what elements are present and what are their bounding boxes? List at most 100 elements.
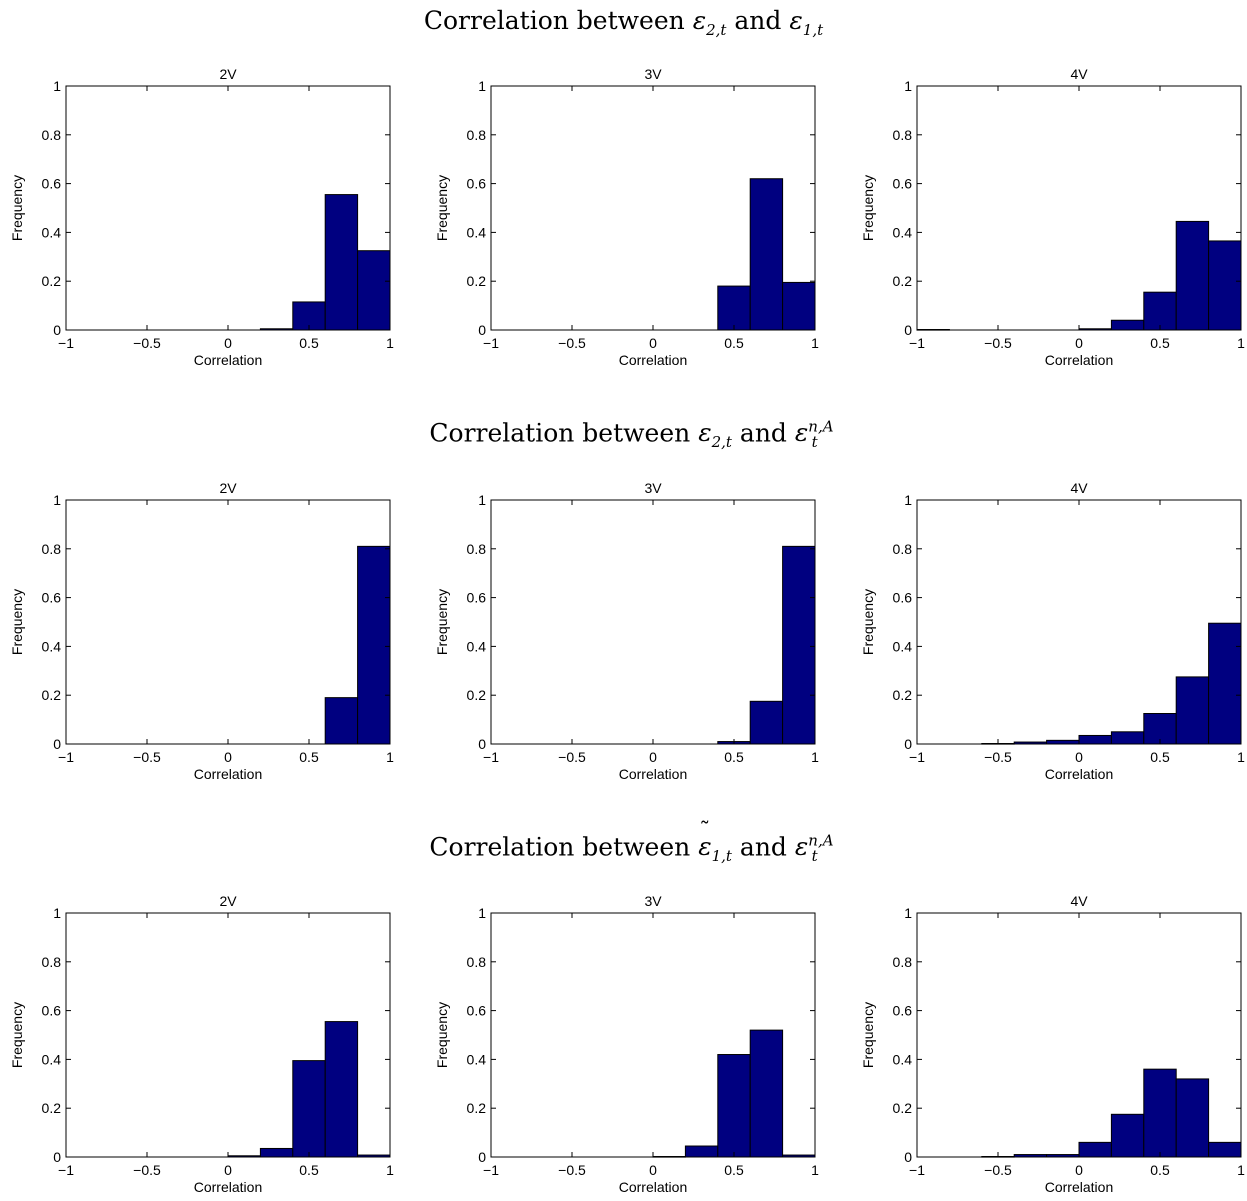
- x-axis-label: Correlation: [194, 766, 262, 782]
- x-tick-label: 0.5: [1150, 1162, 1170, 1178]
- y-tick-label: 0.8: [467, 127, 487, 143]
- title-symbol-a: ε2,t: [692, 6, 727, 39]
- y-tick-label: 0: [904, 322, 912, 338]
- x-axis-label: Correlation: [194, 1179, 262, 1195]
- x-tick-label: 0: [1075, 749, 1083, 765]
- histogram-bar: [782, 545, 816, 745]
- histogram-bar: [1175, 1078, 1210, 1158]
- y-tick-label: 0.4: [893, 1051, 913, 1067]
- subplot-title: 2V: [219, 480, 237, 496]
- x-tick-label: 1: [1237, 1162, 1245, 1178]
- y-tick-label: 0: [53, 736, 61, 752]
- histogram-bar: [1143, 1068, 1177, 1158]
- histogram-bar: [357, 545, 391, 745]
- histogram-panel: −1 −0.5 0 0.5 1 0 0.2 0.4 0.6 0.8 1 3V Correlation Fr…: [434, 66, 819, 368]
- y-tick-label: 0: [478, 1149, 486, 1165]
- x-tick-label: 0.5: [724, 335, 744, 351]
- x-tick-label: −1: [58, 1162, 74, 1178]
- histogram-bar: [717, 285, 751, 331]
- y-tick-label: 0.4: [893, 224, 913, 240]
- y-tick-label: 0: [53, 322, 61, 338]
- x-tick-label: −1: [909, 335, 925, 351]
- x-tick-label: 1: [1237, 749, 1245, 765]
- title-prefix: Correlation between: [423, 6, 693, 35]
- histogram-panel: −1 −0.5 0 0.5 1 0 0.2 0.4 0.6 0.8 1 3V Correlation Fr…: [434, 893, 819, 1195]
- y-tick-label: 0.6: [42, 1003, 62, 1019]
- histogram-bar: [259, 1147, 294, 1158]
- histogram-bar: [1175, 676, 1210, 745]
- histogram-bar: [749, 700, 784, 745]
- histogram-bar: [1208, 240, 1242, 331]
- x-tick-label: 0: [224, 1162, 232, 1178]
- x-tick-label: −1: [58, 335, 74, 351]
- histogram-bar: [749, 178, 784, 331]
- histogram-panel: −1 −0.5 0 0.5 1 0 0.2 0.4 0.6 0.8 1 2V Correlation Fr…: [9, 480, 394, 782]
- y-tick-label: 1: [904, 905, 912, 921]
- y-axis-label: Frequency: [434, 1002, 450, 1068]
- subplot-title: 3V: [644, 480, 662, 496]
- tilde-accent: ˜: [699, 819, 711, 845]
- y-tick-label: 0.8: [467, 954, 487, 970]
- y-tick-label: 0.4: [467, 224, 487, 240]
- y-tick-label: 0.2: [42, 1100, 62, 1116]
- x-axis-label: Correlation: [1045, 766, 1113, 782]
- y-tick-label: 1: [478, 492, 486, 508]
- x-tick-label: 1: [811, 335, 819, 351]
- y-tick-label: 1: [53, 78, 61, 94]
- subplot-title: 2V: [219, 893, 237, 909]
- histogram-bar: [1078, 1141, 1112, 1158]
- y-tick-label: 0.4: [42, 1051, 62, 1067]
- subplot-title: 2V: [219, 66, 237, 82]
- subplot-title: 4V: [1070, 893, 1088, 909]
- x-tick-label: 0: [224, 749, 232, 765]
- y-tick-label: 0.2: [893, 273, 913, 289]
- y-axis-label: Frequency: [9, 589, 25, 655]
- y-tick-label: 0.2: [467, 273, 487, 289]
- x-tick-label: −0.5: [984, 335, 1012, 351]
- histogram-bar: [324, 194, 359, 331]
- title-conjunction: and: [731, 832, 795, 862]
- histogram-bar: [1208, 622, 1242, 745]
- histogram-bar: [1046, 739, 1080, 745]
- subplot-title: 3V: [644, 893, 662, 909]
- histogram-panel: −1 −0.5 0 0.5 1 0 0.2 0.4 0.6 0.8 1 2V Correlation Fr…: [9, 66, 394, 368]
- histogram-bar: [324, 1021, 359, 1158]
- histogram-bar: [1175, 220, 1210, 331]
- y-tick-label: 1: [904, 78, 912, 94]
- y-tick-label: 0.6: [42, 590, 62, 606]
- y-tick-label: 0.8: [42, 127, 62, 143]
- subplot-title: 4V: [1070, 66, 1088, 82]
- title-symbol-b: ε ˜ 1,t: [789, 0, 823, 39]
- y-tick-label: 0: [478, 736, 486, 752]
- histogram-bar: [1110, 319, 1145, 331]
- y-tick-label: 0.8: [467, 541, 487, 557]
- x-tick-label: 1: [811, 1162, 819, 1178]
- x-tick-label: −0.5: [133, 1162, 161, 1178]
- y-tick-label: 1: [53, 492, 61, 508]
- y-tick-label: 0.8: [893, 954, 913, 970]
- y-axis-label: Frequency: [9, 175, 25, 241]
- x-tick-label: −1: [483, 749, 499, 765]
- histogram-bar: [1143, 291, 1177, 331]
- y-axis-label: Frequency: [860, 589, 876, 655]
- x-axis-label: Correlation: [194, 352, 262, 368]
- title-symbol-b: εn,At: [794, 418, 834, 452]
- x-tick-label: −0.5: [558, 749, 586, 765]
- y-tick-label: 0.8: [893, 127, 913, 143]
- title-symbol-a: ε2,t: [698, 418, 732, 452]
- x-axis-label: Correlation: [1045, 352, 1113, 368]
- subplot-title: 3V: [644, 66, 662, 82]
- x-tick-label: 1: [811, 749, 819, 765]
- x-tick-label: −0.5: [558, 1162, 586, 1178]
- histogram-bar: [1208, 1141, 1242, 1158]
- y-tick-label: 0.6: [467, 1003, 487, 1019]
- title-symbol-a: ε ˜ 1,t: [698, 819, 732, 866]
- histogram-panel: −1 −0.5 0 0.5 1 0 0.2 0.4 0.6 0.8 1 3V Correlation Fr…: [434, 480, 819, 782]
- x-tick-label: 0.5: [1150, 335, 1170, 351]
- title-symbol-b: εn,At: [794, 832, 834, 866]
- x-tick-label: 0.5: [724, 749, 744, 765]
- y-tick-label: 0.6: [42, 176, 62, 192]
- histogram-bar: [782, 281, 816, 331]
- x-tick-label: −0.5: [984, 1162, 1012, 1178]
